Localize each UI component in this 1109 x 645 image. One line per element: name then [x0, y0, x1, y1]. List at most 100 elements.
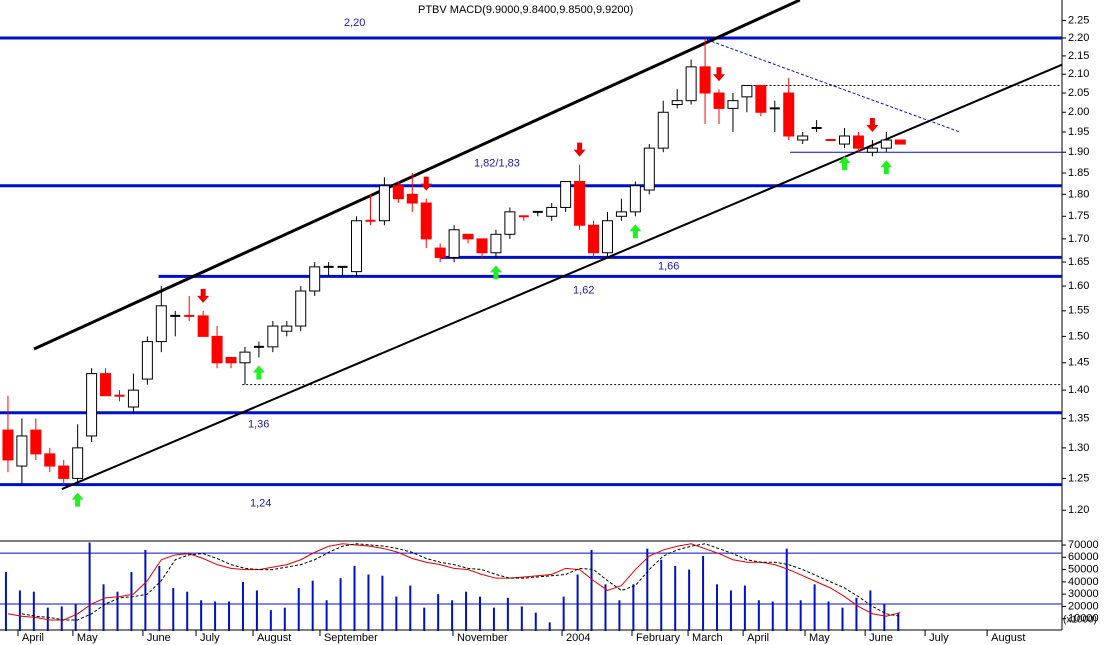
candle-body [448, 229, 460, 258]
buy-arrow [629, 224, 642, 239]
volume-tick-label: 20000 [1068, 600, 1099, 612]
x-tick-label: April [22, 632, 44, 644]
candle-body [490, 233, 502, 254]
candle-body [16, 435, 28, 467]
candle-body [406, 193, 418, 204]
volume-tick-label: 40000 [1068, 576, 1099, 588]
x-tick-label: 2004 [566, 632, 590, 644]
candle-body [281, 325, 293, 332]
level-label: 1,62 [573, 284, 594, 296]
buy-arrow [252, 365, 265, 380]
candle-body [2, 429, 14, 461]
sell-arrow [866, 118, 879, 133]
y-tick-label: 2.25 [1068, 14, 1089, 26]
x-tick-label: August [991, 632, 1025, 644]
y-tick-label: 1.70 [1068, 233, 1089, 245]
level-label: 1,82/1,83 [474, 158, 520, 170]
x-tick-label: November [457, 632, 508, 644]
y-tick-label: 1.95 [1068, 126, 1089, 138]
buy-arrow [71, 492, 84, 507]
candle-body [713, 92, 725, 109]
candle-body [462, 233, 474, 240]
candle-body [755, 84, 767, 113]
candle-body [30, 429, 42, 455]
trend-line [61, 63, 1063, 491]
chart-title: PTBV MACD(9.9000,9.8400,9.8500,9.9200) [418, 4, 633, 16]
candle-body [239, 351, 251, 364]
volume-tick-label: 70000 [1068, 539, 1099, 551]
level-label: 1,66 [658, 260, 679, 272]
candle-body [351, 220, 363, 273]
oscillator-line [21, 543, 901, 621]
x-tick-label: June [869, 632, 893, 644]
y-tick-label: 1.25 [1068, 472, 1089, 484]
x-tick-label: July [929, 632, 949, 644]
candle-body [127, 389, 139, 408]
sell-arrow [713, 67, 726, 82]
candle-body [671, 100, 683, 106]
candle-body [476, 238, 488, 254]
candle-body [574, 180, 586, 226]
x-tick-label: April [747, 632, 769, 644]
candle-body [100, 373, 112, 397]
y-tick-label: 1.60 [1068, 280, 1089, 292]
y-tick-label: 2.15 [1068, 50, 1089, 62]
candle-body [741, 84, 753, 98]
y-tick-label: 2.00 [1068, 106, 1089, 118]
candle-body [392, 185, 404, 200]
candle-body [880, 139, 892, 149]
candle-body [852, 135, 864, 149]
candle-body [894, 139, 906, 145]
trend-line [702, 37, 959, 133]
candle-body [615, 211, 627, 217]
buy-arrow [880, 160, 893, 175]
sell-arrow [573, 142, 586, 157]
y-tick-label: 2.20 [1068, 32, 1089, 44]
candle-body [211, 335, 223, 364]
candle-body [86, 373, 98, 437]
sell-arrow [197, 288, 210, 303]
buy-arrow [489, 265, 502, 280]
x-tick-label: March [692, 632, 723, 644]
y-tick-label: 1.45 [1068, 357, 1089, 369]
candle-body [560, 180, 572, 208]
sell-arrow [420, 176, 433, 191]
volume-tick-label: 60000 [1068, 551, 1099, 563]
candle-body [783, 92, 795, 137]
candle-body [378, 185, 390, 222]
y-tick-label: 1.55 [1068, 305, 1089, 317]
candle-body [657, 111, 669, 149]
y-tick-label: 1.35 [1068, 412, 1089, 424]
x-tick-label: May [77, 632, 98, 644]
x-tick-label: May [809, 632, 830, 644]
candle-body [546, 206, 558, 217]
candle-body [699, 66, 711, 94]
y-tick-label: 1.90 [1068, 146, 1089, 158]
x-tick-label: August [257, 632, 291, 644]
y-tick-label: 1.20 [1068, 504, 1089, 516]
candle-body [420, 202, 432, 240]
level-label: 1,36 [248, 419, 269, 431]
candle-body [601, 220, 613, 254]
volume-unit: (x1000) [1063, 615, 1097, 626]
y-tick-label: 1.75 [1068, 210, 1089, 222]
candle-body [197, 315, 209, 337]
candle-body [504, 211, 516, 235]
x-tick-label: July [200, 632, 220, 644]
x-tick-label: February [636, 632, 681, 644]
volume-tick-label: 50000 [1068, 563, 1099, 575]
candle-body [643, 147, 655, 191]
x-tick-label: September [324, 632, 378, 644]
y-tick-label: 1.30 [1068, 442, 1089, 454]
candle-body [309, 266, 321, 292]
y-tick-label: 1.50 [1068, 330, 1089, 342]
candle-body [72, 447, 84, 479]
y-tick-label: 1.65 [1068, 256, 1089, 268]
candle-body [866, 147, 878, 153]
volume-tick-label: 30000 [1068, 588, 1099, 600]
candle-body [155, 305, 167, 343]
y-tick-label: 1.85 [1068, 167, 1089, 179]
y-tick-label: 2.05 [1068, 87, 1089, 99]
